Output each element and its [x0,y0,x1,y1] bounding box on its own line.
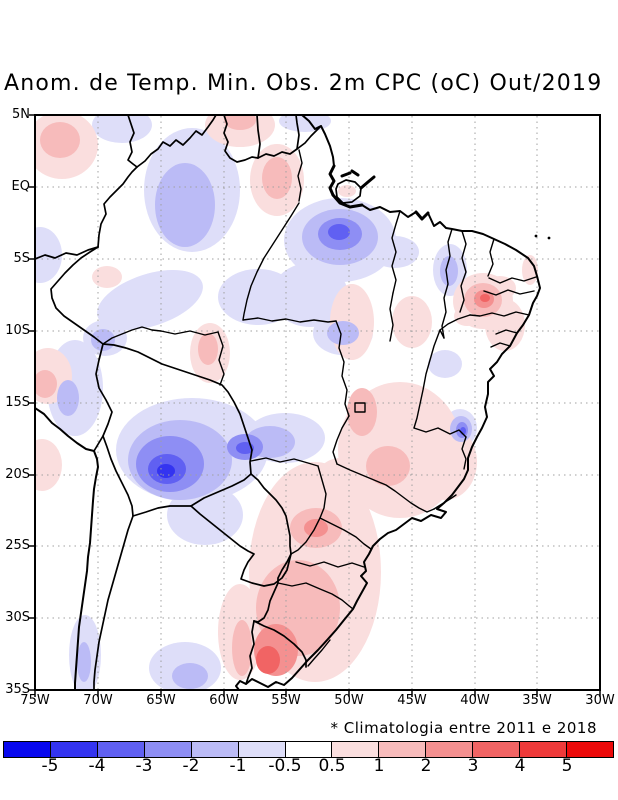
climatology-note: * Climatologia entre 2011 e 2018 [330,719,597,737]
colorbar-tick-3: 3 [467,756,479,776]
lat-label-5N: 5N [12,107,30,122]
colorbar-segment [4,742,50,757]
lon-label-70W: 70W [83,693,113,708]
colorbar-segment [519,742,567,757]
colorbar-tick-4: 4 [514,756,526,776]
lon-label-75W: 75W [20,693,50,708]
lon-label-30W: 30W [585,693,615,708]
colorbar-segment [143,742,191,757]
colorbar [3,741,614,758]
lat-label-35S: 35S [5,682,30,697]
amazon-delta [328,164,430,221]
lat-label-15S: 15S [5,395,30,410]
colorbar-segment [566,742,613,757]
anomaly-shading [36,116,538,689]
lat-label-5S: 5S [13,251,30,266]
colorbar-tick--3: -3 [135,756,153,776]
lon-label-65W: 65W [146,693,176,708]
lat-label-20S: 20S [5,467,30,482]
gridlines [36,116,599,689]
colorbar-segment [472,742,520,757]
coastline [36,116,541,689]
lon-label-40W: 40W [460,693,490,708]
colorbar-segment [190,742,238,757]
lat-label-10S: 10S [5,323,30,338]
colorbar-tick--1: -1 [229,756,247,776]
lon-label-45W: 45W [397,693,427,708]
island-dots [534,234,551,240]
colorbar-tick-2: 2 [420,756,432,776]
plot-title: Anom. de Temp. Min. Obs. 2m CPC (oC) Out… [4,71,603,96]
colorbar-segment [378,742,426,757]
colorbar-segment [284,742,332,757]
country-borders [36,116,322,689]
lon-label-35W: 35W [522,693,552,708]
colorbar-segment [49,742,97,757]
colorbar-tick-1: 1 [373,756,385,776]
colorbar-tick--5: -5 [41,756,59,776]
colorbar-segment [331,742,379,757]
colorbar-tick-5: 5 [561,756,573,776]
colorbar-tick--4: -4 [88,756,106,776]
colorbar-segment [237,742,285,757]
colorbar-segment [96,742,144,757]
colorbar-tick--2: -2 [182,756,200,776]
lat-label-30S: 30S [5,610,30,625]
colorbar-segment [425,742,473,757]
state-borders [102,149,537,610]
colorbar-tick-0.5: 0.5 [318,756,346,776]
lat-label-EQ: EQ [11,179,30,194]
lon-label-60W: 60W [209,693,239,708]
colorbar-tick--0.5: -0.5 [268,756,302,776]
lon-ticks [34,690,601,697]
lon-label-55W: 55W [271,693,301,708]
map-frame [29,114,601,697]
lat-label-25S: 25S [5,538,30,553]
lon-label-50W: 50W [334,693,364,708]
lat-ticks [29,114,35,691]
